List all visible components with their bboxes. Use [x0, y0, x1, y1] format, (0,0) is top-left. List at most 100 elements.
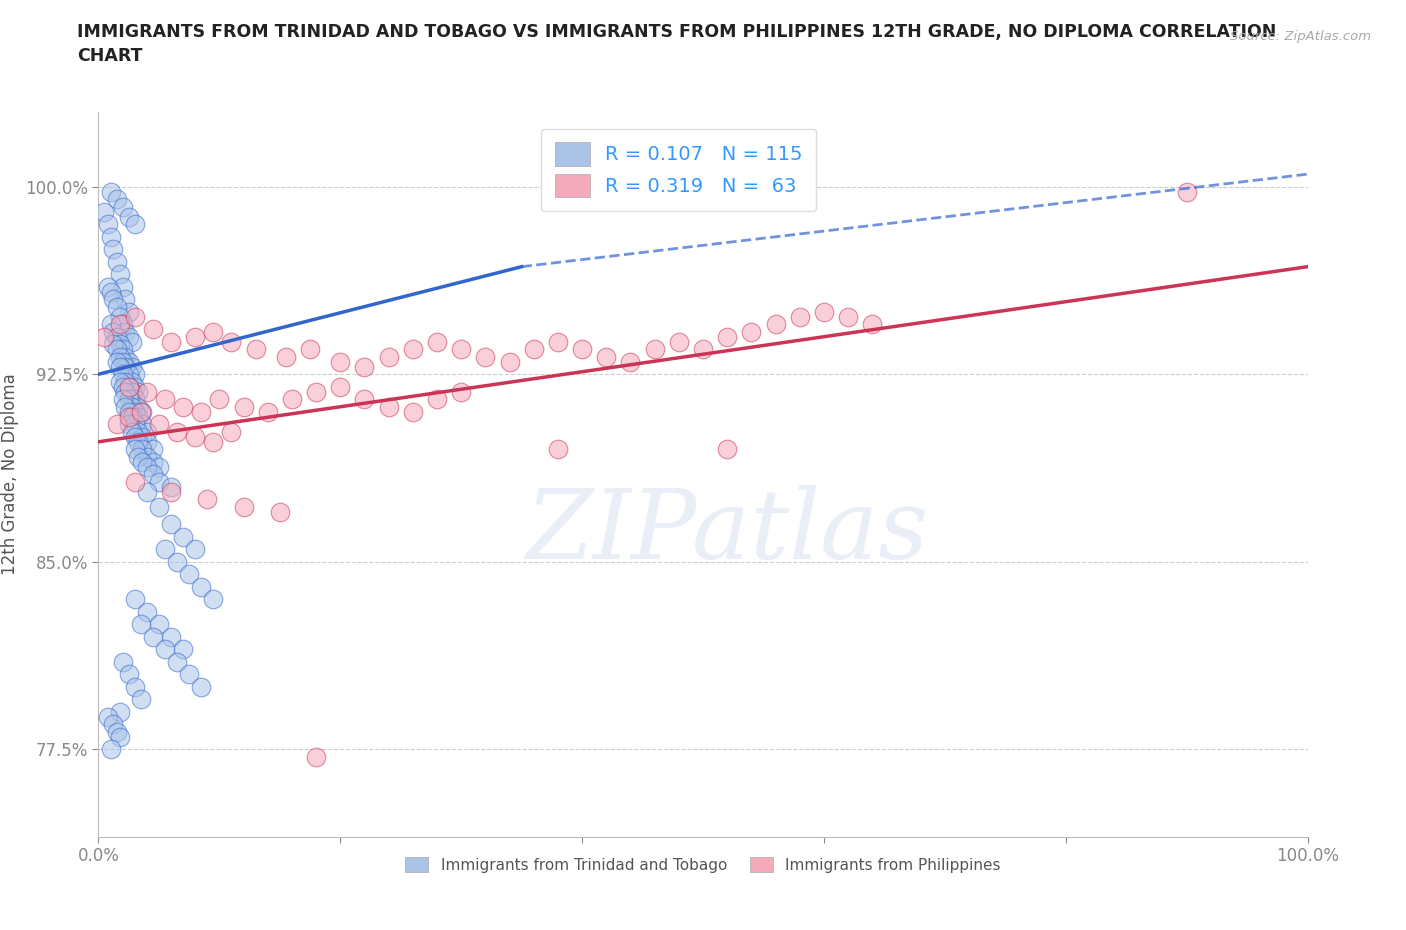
Text: ZIPatlas: ZIPatlas	[526, 485, 929, 579]
Point	[118, 417, 141, 432]
Point	[129, 692, 152, 707]
Point	[118, 379, 141, 394]
Point	[135, 424, 157, 439]
Point	[498, 354, 520, 369]
Point	[837, 310, 859, 325]
Point	[114, 359, 136, 374]
Point	[118, 379, 141, 394]
Point	[124, 310, 146, 325]
Point	[281, 392, 304, 406]
Text: IMMIGRANTS FROM TRINIDAD AND TOBAGO VS IMMIGRANTS FROM PHILIPPINES 12TH GRADE, N: IMMIGRANTS FROM TRINIDAD AND TOBAGO VS I…	[77, 23, 1277, 65]
Point	[127, 399, 149, 414]
Point	[232, 399, 254, 414]
Point	[121, 409, 143, 424]
Point	[595, 350, 617, 365]
Point	[131, 442, 153, 457]
Point	[402, 405, 425, 419]
Point	[1175, 184, 1198, 199]
Point	[100, 285, 122, 299]
Text: Source: ZipAtlas.com: Source: ZipAtlas.com	[1230, 30, 1371, 43]
Point	[135, 434, 157, 449]
Point	[111, 655, 134, 670]
Point	[111, 366, 134, 381]
Point	[108, 310, 131, 325]
Point	[172, 642, 194, 657]
Point	[129, 405, 152, 419]
Point	[105, 724, 128, 739]
Point	[101, 337, 124, 352]
Y-axis label: 12th Grade, No Diploma: 12th Grade, No Diploma	[1, 374, 20, 575]
Point	[97, 217, 120, 232]
Point	[108, 729, 131, 744]
Point	[402, 342, 425, 357]
Point	[114, 384, 136, 399]
Point	[160, 479, 183, 494]
Point	[202, 325, 225, 339]
Point	[131, 405, 153, 419]
Point	[124, 430, 146, 445]
Point	[256, 405, 278, 419]
Point	[121, 334, 143, 349]
Point	[184, 542, 207, 557]
Point	[114, 325, 136, 339]
Point	[121, 374, 143, 389]
Point	[202, 591, 225, 606]
Point	[668, 334, 690, 349]
Point	[765, 317, 787, 332]
Point	[305, 750, 328, 764]
Point	[619, 354, 641, 369]
Point	[142, 442, 165, 457]
Point	[101, 242, 124, 257]
Point	[135, 384, 157, 399]
Point	[127, 424, 149, 439]
Point	[111, 379, 134, 394]
Point	[118, 354, 141, 369]
Point	[100, 317, 122, 332]
Point	[160, 485, 183, 499]
Point	[166, 554, 188, 569]
Point	[148, 499, 170, 514]
Point	[127, 449, 149, 464]
Point	[100, 742, 122, 757]
Point	[148, 417, 170, 432]
Point	[644, 342, 666, 357]
Point	[105, 342, 128, 357]
Point	[114, 292, 136, 307]
Point	[329, 354, 352, 369]
Point	[127, 409, 149, 424]
Point	[121, 384, 143, 399]
Point	[195, 492, 218, 507]
Point	[160, 517, 183, 532]
Point	[118, 209, 141, 224]
Point	[131, 417, 153, 432]
Point	[135, 449, 157, 464]
Point	[111, 392, 134, 406]
Point	[426, 392, 449, 406]
Point	[101, 325, 124, 339]
Point	[692, 342, 714, 357]
Point	[450, 384, 472, 399]
Point	[105, 254, 128, 269]
Point	[93, 205, 115, 219]
Point	[547, 334, 569, 349]
Point	[105, 417, 128, 432]
Point	[129, 617, 152, 631]
Point	[108, 374, 131, 389]
Point	[474, 350, 496, 365]
Point	[124, 591, 146, 606]
Point	[124, 392, 146, 406]
Point	[121, 424, 143, 439]
Point	[184, 430, 207, 445]
Point	[523, 342, 546, 357]
Point	[127, 384, 149, 399]
Point	[121, 399, 143, 414]
Point	[97, 710, 120, 724]
Point	[135, 604, 157, 619]
Point	[160, 334, 183, 349]
Point	[571, 342, 593, 357]
Point	[100, 184, 122, 199]
Point	[118, 392, 141, 406]
Point	[111, 354, 134, 369]
Point	[172, 529, 194, 544]
Point	[124, 366, 146, 381]
